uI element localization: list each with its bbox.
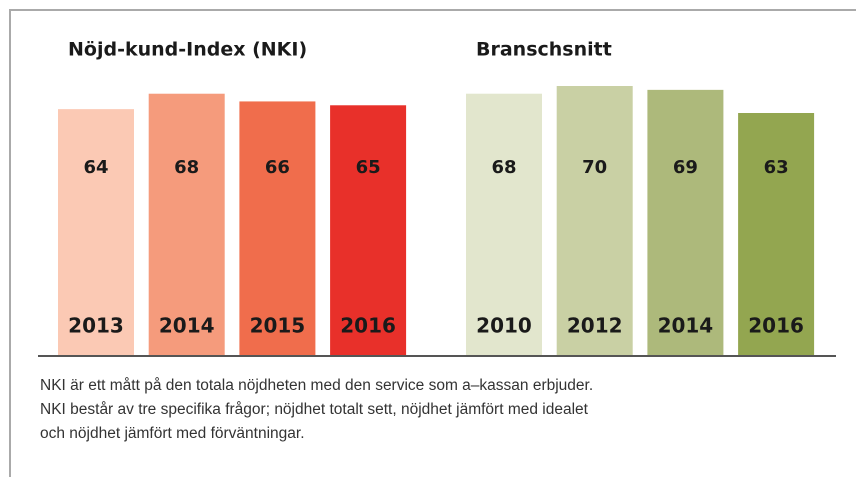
- bar: [330, 105, 407, 357]
- value-label: 68: [491, 157, 516, 178]
- chart-title: Branschsnitt: [476, 39, 612, 61]
- value-label: 65: [356, 157, 381, 178]
- chart-title: Nöjd-kund-Index (NKI): [68, 39, 307, 61]
- bar: [58, 109, 134, 357]
- bar: [556, 86, 633, 356]
- category-label: 2015: [250, 314, 306, 338]
- bar: [738, 113, 815, 356]
- bar: [148, 93, 225, 356]
- frame: [9, 9, 856, 477]
- category-label: 2013: [68, 314, 124, 338]
- value-label: 66: [265, 157, 290, 178]
- value-label: 68: [174, 157, 199, 178]
- value-label: 70: [582, 157, 607, 178]
- category-label: 2012: [567, 314, 623, 338]
- category-label: 2010: [476, 314, 532, 338]
- bar: [466, 93, 542, 356]
- bar: [647, 89, 724, 356]
- caption-line: och nöjdhet jämfört med förväntningar.: [40, 425, 305, 442]
- caption-line: NKI är ett mått på den totala nöjdheten …: [40, 377, 593, 394]
- bar: [239, 101, 316, 356]
- caption-line: NKI består av tre specifika frågor; nöjd…: [40, 401, 589, 418]
- value-label: 69: [673, 157, 698, 178]
- category-label: 2016: [340, 314, 396, 338]
- category-label: 2016: [748, 314, 804, 338]
- value-label: 63: [764, 157, 789, 178]
- value-label: 64: [83, 157, 108, 178]
- category-label: 2014: [658, 314, 714, 338]
- category-label: 2014: [159, 314, 215, 338]
